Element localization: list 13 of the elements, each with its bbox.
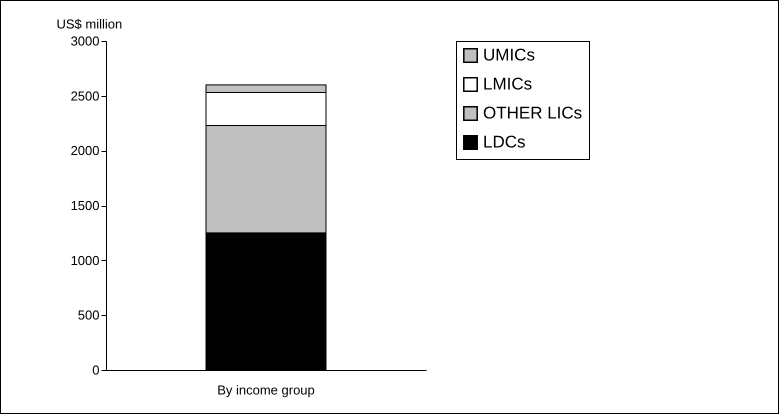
y-tick-label: 500 (78, 308, 100, 323)
y-tick-label: 0 (92, 362, 100, 378)
y-tick-label: 1000 (70, 252, 100, 268)
y-tick-label: 2500 (70, 88, 100, 104)
x-tick-label: By income group (217, 382, 315, 398)
legend-label: OTHER LICs (483, 104, 582, 122)
legend-label: UMICs (483, 46, 535, 64)
y-tick-label: 3000 (70, 34, 100, 48)
legend-label: LMICs (483, 74, 532, 94)
y-tick-label: 1500 (70, 198, 100, 213)
y-axis-title: US$ million (56, 16, 122, 32)
legend-label: LDCs (483, 132, 526, 152)
y-tick-label: 2000 (70, 143, 100, 158)
